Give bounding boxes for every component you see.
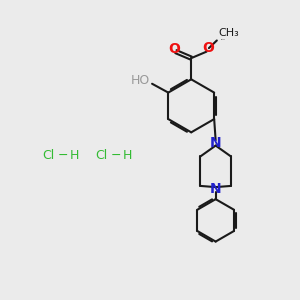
Text: O: O — [168, 42, 180, 56]
Text: H: H — [123, 149, 133, 162]
Text: Cl: Cl — [42, 149, 55, 162]
Text: Cl: Cl — [95, 149, 107, 162]
Text: HO: HO — [130, 74, 150, 87]
Text: O: O — [202, 41, 214, 55]
Text: N: N — [210, 136, 221, 150]
Text: −: − — [58, 149, 68, 162]
Text: N: N — [210, 182, 221, 197]
Text: CH₃: CH₃ — [218, 28, 239, 38]
Text: H: H — [70, 149, 80, 162]
Text: −: − — [111, 149, 122, 162]
Text: methyl: methyl — [221, 38, 226, 40]
